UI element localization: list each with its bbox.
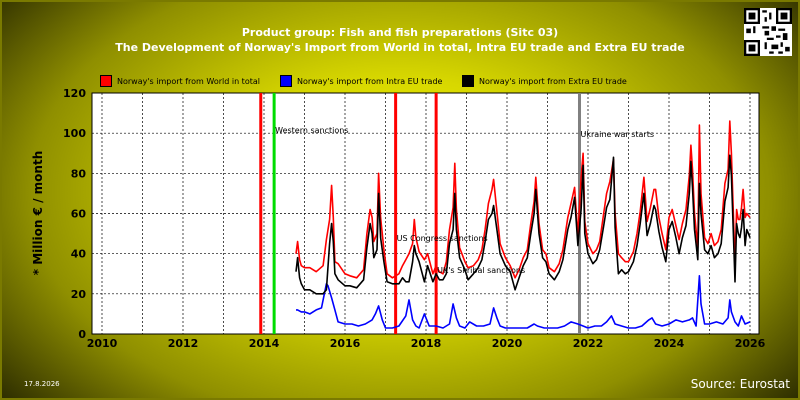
- y-tick-label: 100: [63, 127, 86, 140]
- legend-item-world: Norway's import from World in total: [100, 74, 260, 88]
- chart-title-line2: The Development of Norway's Import from …: [115, 41, 685, 54]
- x-tick-labels: 2010 2012 2014 2016 2018 2020 2022 2024 2026: [87, 337, 766, 350]
- y-tick-label: 60: [71, 208, 87, 221]
- y-tick-label: 80: [71, 167, 87, 180]
- x-tick-label: 2020: [492, 337, 523, 350]
- x-tick-label: 2010: [87, 337, 118, 350]
- legend-label-intra-eu: Norway's import from Intra EU trade: [297, 76, 443, 86]
- footer-source: Source: Eurostat: [690, 377, 790, 391]
- y-tick-label: 20: [71, 288, 87, 301]
- series-line: [295, 154, 751, 295]
- x-tick-label: 2012: [168, 337, 199, 350]
- legend-swatch-world: [100, 75, 112, 87]
- legend-item-extra-eu: Norway's import from Extra EU trade: [462, 74, 627, 88]
- x-tick-label: 2026: [735, 337, 766, 350]
- event-label: Western sanctions: [275, 126, 348, 135]
- x-tick-label: 2016: [330, 337, 361, 350]
- grid-lines: [92, 93, 759, 334]
- legend-swatch-extra-eu: [462, 75, 474, 87]
- series-line: [295, 120, 751, 279]
- series-line: [296, 275, 751, 329]
- legend-swatch-intra-eu: [280, 75, 292, 87]
- y-tick-labels: 0 20 40 60 80 100 120: [63, 87, 86, 341]
- footer-date: 17.8.2026: [24, 380, 60, 388]
- event-label: US Congress sanctions: [397, 234, 488, 243]
- series-lines: [295, 120, 751, 329]
- y-tick-label: 40: [71, 248, 87, 261]
- event-label: Ukraine war starts: [580, 130, 654, 139]
- legend-label-extra-eu: Norway's import from Extra EU trade: [479, 76, 627, 86]
- y-tick-label: 120: [63, 87, 86, 100]
- x-tick-label: 2014: [249, 337, 280, 350]
- event-label: UK's Skribal sanctions: [437, 266, 525, 275]
- chart-title-line1: Product group: Fish and fish preparation…: [241, 26, 559, 39]
- y-tick-label: 0: [78, 328, 86, 341]
- x-tick-label: 2024: [654, 337, 685, 350]
- x-tick-label: 2022: [573, 337, 604, 350]
- event-labels: Western sanctions US Congress sanctions UK…: [275, 126, 654, 275]
- y-axis-label: * Million € / month: [31, 151, 45, 275]
- x-tick-label: 2018: [411, 337, 442, 350]
- qr-code-icon: [744, 8, 792, 56]
- legend-item-intra-eu: Norway's import from Intra EU trade: [280, 74, 442, 88]
- legend-label-world: Norway's import from World in total: [117, 76, 260, 86]
